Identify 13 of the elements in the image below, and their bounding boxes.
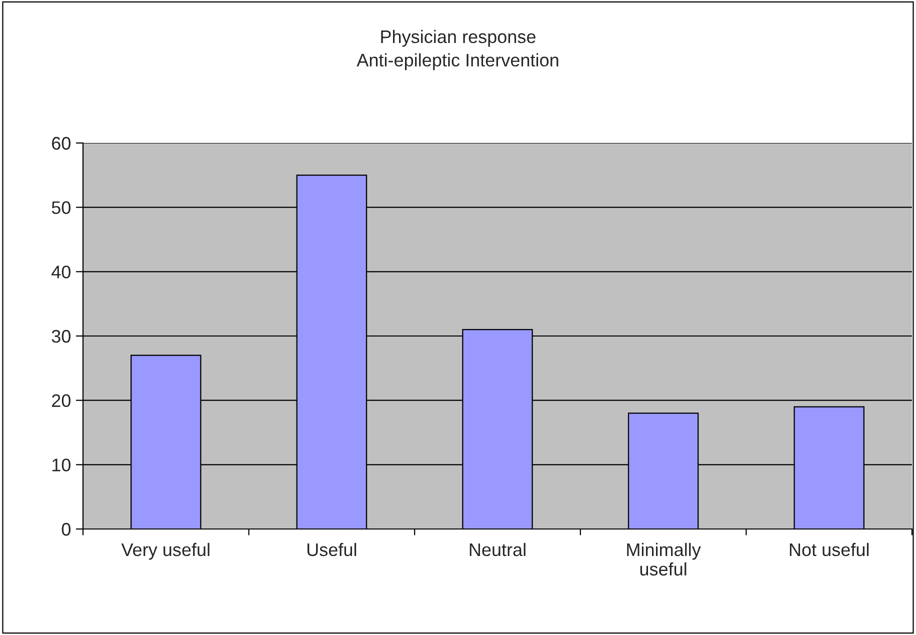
x-tick-label: Not useful bbox=[790, 542, 869, 556]
y-tick-label: 20 bbox=[52, 394, 70, 408]
x-tick-label: Very useful bbox=[121, 542, 210, 560]
y-tick-label: 40 bbox=[52, 266, 70, 278]
y-tick-label: 0 bbox=[62, 522, 70, 536]
x-tick-label: Useful bbox=[308, 542, 356, 556]
x-tick-label: Minimally useful bbox=[627, 542, 701, 576]
y-tick-label: 60 bbox=[52, 136, 70, 150]
chart-title: Physician response Anti-epileptic Intervention bbox=[356, 30, 558, 70]
y-tick-label: 50 bbox=[52, 201, 70, 214]
y-tick-label: 30 bbox=[52, 330, 70, 343]
y-tick-label: 10 bbox=[52, 458, 70, 472]
x-tick-label: Neutral bbox=[470, 542, 526, 556]
